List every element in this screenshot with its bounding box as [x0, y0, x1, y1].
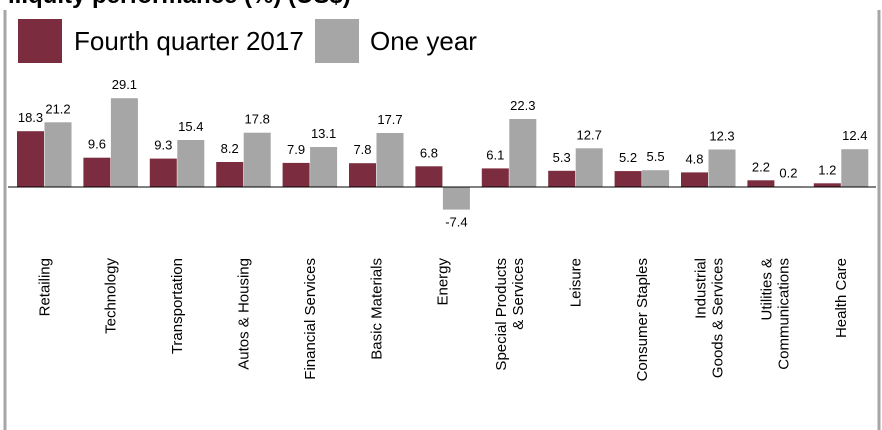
bar-one-year-retailing — [44, 122, 72, 187]
value-label-q4-2017-financial-services: 7.9 — [287, 142, 305, 157]
bar-one-year-health-care — [841, 149, 869, 187]
value-label-one-year-basic-materials: 17.7 — [377, 112, 402, 127]
value-label-one-year-special-products-and-services: 22.3 — [510, 98, 535, 113]
category-label-special-products-and-services: Special Products& Services — [493, 258, 527, 371]
category-label-utilities-and-communications: Utilities &Communications — [759, 258, 793, 370]
bar-one-year-financial-services — [310, 147, 338, 187]
value-label-q4-2017-health-care: 1.2 — [818, 162, 836, 177]
bar-q4-2017-consumer-staples — [614, 171, 642, 187]
bar-one-year-energy — [442, 187, 470, 210]
bar-one-year-transportation — [177, 140, 205, 187]
category-label-autos-and-housing: Autos & Housing — [236, 258, 253, 370]
bars — [17, 98, 869, 210]
bar-q4-2017-utilities-and-communications — [747, 180, 775, 187]
value-label-q4-2017-technology: 9.6 — [88, 137, 106, 152]
bar-q4-2017-health-care — [813, 183, 841, 187]
category-labels: Retailing Technology Transportation Autos &… — [36, 258, 850, 382]
value-label-one-year-transportation: 15.4 — [178, 119, 203, 134]
value-label-q4-2017-energy: 6.8 — [420, 145, 438, 160]
value-label-one-year-consumer-staples: 5.5 — [647, 149, 665, 164]
value-label-one-year-energy: -7.4 — [445, 215, 467, 230]
category-label-leisure: Leisure — [568, 258, 585, 307]
bar-one-year-industrial-goods-and-services — [708, 149, 736, 187]
category-label-consumer-staples: Consumer Staples — [634, 258, 651, 381]
category-label-basic-materials: Basic Materials — [368, 258, 385, 360]
bar-q4-2017-autos-and-housing — [216, 162, 244, 187]
bar-q4-2017-industrial-goods-and-services — [681, 172, 708, 187]
value-label-one-year-technology: 29.1 — [112, 77, 137, 92]
value-label-q4-2017-leisure: 5.3 — [553, 150, 571, 165]
value-label-q4-2017-utilities-and-communications: 2.2 — [752, 159, 770, 174]
value-label-one-year-financial-services: 13.1 — [311, 126, 336, 141]
bar-q4-2017-retailing — [17, 131, 44, 187]
bar-one-year-consumer-staples — [642, 170, 670, 187]
bar-q4-2017-energy — [415, 166, 443, 187]
legend-label-q4-2017: Fourth quarter 2017 — [74, 26, 304, 56]
value-label-one-year-leisure: 12.7 — [577, 127, 602, 142]
category-label-industrial-goods-and-services: IndustrialGoods & Services — [692, 258, 726, 378]
bar-q4-2017-financial-services — [282, 162, 310, 187]
category-label-energy: Energy — [435, 258, 452, 306]
value-label-q4-2017-basic-materials: 7.8 — [353, 142, 371, 157]
chart-title: ...quity performance (%) (US$) — [8, 0, 351, 9]
value-label-one-year-utilities-and-communications: 0.2 — [779, 165, 797, 180]
legend: Fourth quarter 2017 One year — [18, 19, 477, 63]
value-label-q4-2017-industrial-goods-and-services: 4.8 — [685, 151, 703, 166]
category-label-health-care: Health Care — [833, 258, 850, 338]
bar-q4-2017-technology — [83, 157, 111, 187]
bar-one-year-special-products-and-services — [509, 119, 537, 187]
value-label-q4-2017-autos-and-housing: 8.2 — [221, 141, 239, 156]
bar-q4-2017-transportation — [149, 158, 177, 187]
value-label-one-year-health-care: 12.4 — [842, 128, 867, 143]
bar-one-year-autos-and-housing — [243, 132, 271, 187]
legend-swatch-q4-2017 — [18, 19, 62, 63]
legend-swatch-one-year — [315, 19, 359, 63]
value-label-one-year-industrial-goods-and-services: 12.3 — [709, 129, 734, 144]
category-label-financial-services: Financial Services — [302, 258, 319, 380]
value-label-q4-2017-transportation: 9.3 — [154, 138, 172, 153]
bar-one-year-basic-materials — [376, 133, 404, 187]
category-label-technology: Technology — [103, 258, 120, 334]
legend-label-one-year: One year — [370, 26, 477, 56]
category-label-retailing: Retailing — [36, 258, 53, 316]
bar-one-year-technology — [110, 98, 138, 187]
bar-q4-2017-leisure — [548, 170, 576, 187]
bar-q4-2017-basic-materials — [349, 163, 376, 187]
bar-one-year-leisure — [575, 148, 603, 187]
category-label-transportation: Transportation — [169, 258, 186, 354]
value-labels: 18.321.2 9.6 29.1 9.3 15.4 8.2 17.8 7.9 13.1 7.8 1… — [18, 77, 868, 229]
value-label-q4-2017-retailing: 18.3 — [18, 110, 43, 125]
value-label-one-year-autos-and-housing: 17.8 — [245, 112, 270, 127]
value-label-one-year-retailing: 21.2 — [45, 101, 70, 116]
value-label-q4-2017-consumer-staples: 5.2 — [619, 150, 637, 165]
bar-q4-2017-special-products-and-services — [481, 168, 509, 187]
value-label-q4-2017-special-products-and-services: 6.1 — [486, 147, 504, 162]
